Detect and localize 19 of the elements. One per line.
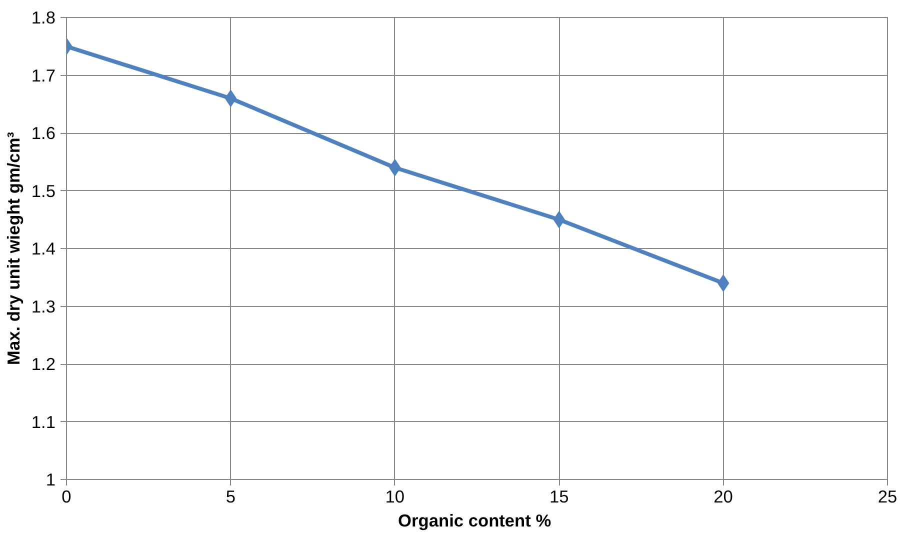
y-tick-label: 1.5 bbox=[31, 180, 56, 201]
y-tick-label: 1.4 bbox=[31, 238, 56, 258]
y-tick-label: 1.8 bbox=[31, 8, 56, 28]
point bbox=[717, 274, 730, 292]
y-axis-title: Max. dry unit wieght gm/cm³ bbox=[3, 132, 24, 365]
x-tick-label: 10 bbox=[385, 486, 405, 506]
y-tick-label: 1.1 bbox=[31, 412, 56, 432]
x-axis-title: Organic content % bbox=[398, 510, 552, 530]
point bbox=[224, 90, 237, 107]
x-tick-label: 15 bbox=[549, 486, 569, 506]
y-tick-label: 1.7 bbox=[31, 65, 56, 86]
y-tick-label: 1.6 bbox=[31, 123, 56, 143]
y-tick-label: 1.3 bbox=[31, 296, 56, 316]
y-tick-label: 1 bbox=[46, 470, 56, 490]
x-tick-label: 25 bbox=[878, 486, 898, 506]
x-tick-label: 20 bbox=[714, 486, 733, 506]
y-tick-label: 1.2 bbox=[31, 354, 56, 374]
x-tick-label: 0 bbox=[62, 486, 72, 506]
x-tick-label: 5 bbox=[226, 486, 236, 506]
